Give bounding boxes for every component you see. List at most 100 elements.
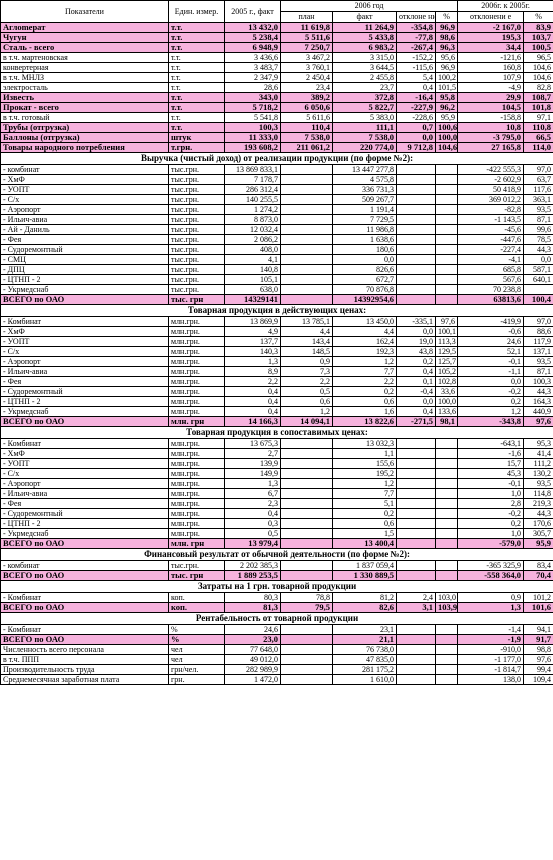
table-row: - УОПТ млн.грн. 137,7 143,4 162,4 19,0 113,3 24… [0, 336, 553, 347]
table-row: - ЦТНП - 2 тыс.грн. 105,1 672,7 567,6 640,1 [0, 274, 553, 285]
value-cell [434, 194, 459, 205]
unit-cell: млн.грн. [168, 316, 225, 327]
value-cell: 155,6 [332, 458, 397, 469]
value-cell: 826,6 [332, 264, 397, 275]
value-cell: 4,4 [332, 326, 397, 337]
value-cell: 1,5 [332, 528, 397, 539]
row-label: - Комбинат [0, 592, 169, 603]
value-cell: 0,5 [280, 386, 333, 397]
value-cell: -1,6 [457, 448, 525, 459]
value-cell: 440,9 [523, 406, 553, 417]
header-pct-2: % [523, 11, 553, 23]
unit-cell: млн.грн. [168, 376, 225, 387]
value-cell: 137,1 [523, 346, 553, 357]
value-cell [280, 624, 333, 635]
value-cell: 7,7 [332, 488, 397, 499]
section-header: Товарная продукция в сопоставимых ценах: [0, 426, 553, 439]
value-cell: 5 611,6 [280, 112, 333, 123]
section-title: Финансовый результат от обычной деятельн… [0, 548, 553, 561]
value-cell: 96,2 [434, 102, 459, 113]
value-cell: -1 177,0 [457, 654, 525, 665]
value-cell: 114,0 [523, 142, 553, 153]
header-fact: факт [332, 11, 397, 23]
section-title: Рентабельность от товарной продукции [0, 612, 553, 625]
value-cell: 87,1 [523, 214, 553, 225]
row-label: Среднемесячная заработная плата [0, 674, 169, 685]
value-cell: 2 347,9 [224, 72, 281, 83]
unit-cell: тыс.грн. [168, 254, 225, 265]
value-cell [280, 644, 333, 655]
row-label: - ХмФ [0, 174, 169, 185]
value-cell [434, 234, 459, 245]
value-cell: -4,1 [457, 254, 525, 265]
table-row: - ХмФ млн.грн. 2,7 1,1 -1,6 41,4 [0, 448, 553, 459]
value-cell [280, 458, 333, 469]
value-cell [280, 488, 333, 499]
value-cell [280, 508, 333, 519]
table-row: - С/х тыс.грн. 140 255,5 509 267,7 369 012,2… [0, 194, 553, 205]
value-cell: 70 876,8 [332, 284, 397, 295]
value-cell: 101,5 [434, 82, 459, 93]
value-cell: 13 447 277,8 [332, 164, 397, 175]
value-cell: 5 238,4 [224, 32, 281, 43]
value-cell: 369 012,2 [457, 194, 525, 205]
value-cell: 6 050,6 [280, 102, 333, 113]
total-row: Чугун т.т. 5 238,4 5 511,6 5 433,8 -77,8 98,6 1… [0, 32, 553, 43]
value-cell: 98,6 [434, 32, 459, 43]
value-cell: 0,2 [396, 356, 436, 367]
unit-cell: т.т. [168, 32, 225, 43]
table-row: Численность всего персонала чел 77 648,0 76… [0, 644, 553, 655]
value-cell: 2 086,2 [224, 234, 281, 245]
section-header: Рентабельность от товарной продукции [0, 612, 553, 625]
table-row: - Комбинат млн.грн. 13 675,3 13 032,3 -643,1… [0, 438, 553, 449]
value-cell: 78,8 [280, 592, 333, 603]
table-row: - Ильич-авиа млн.грн. 6,7 7,7 1,0 114,8 [0, 488, 553, 499]
row-label: - комбинат [0, 560, 169, 571]
value-cell: 5 822,7 [332, 102, 397, 113]
header-pct: % [434, 11, 459, 23]
row-label: - Ильич-авиа [0, 488, 169, 499]
row-label: - Укрмедснаб [0, 528, 169, 539]
row-label: - ЦТНП - 2 [0, 518, 169, 529]
table-row: - Укрмедснаб тыс.грн. 638,0 70 876,8 70 238,… [0, 284, 553, 295]
value-cell: 100,6 [434, 122, 459, 133]
value-cell: -77,8 [396, 32, 436, 43]
value-cell [396, 674, 436, 685]
unit-cell: млн.грн. [168, 336, 225, 347]
value-cell: 6 948,9 [224, 42, 281, 53]
value-cell [396, 164, 436, 175]
value-cell: 6 983,2 [332, 42, 397, 53]
table-row: - СМЦ тыс.грн. 4,1 0,0 -4,1 0,0 [0, 254, 553, 265]
value-cell: 139,9 [224, 458, 281, 469]
value-cell [434, 478, 459, 489]
value-cell: 95,6 [434, 52, 459, 63]
value-cell [434, 664, 459, 675]
unit-cell: т.т. [168, 82, 225, 93]
value-cell: 44,3 [523, 508, 553, 519]
row-label: - С/х [0, 194, 169, 205]
table-row: в т.ч. мартеновская т.т. 3 436,6 3 467,2 3 3… [0, 52, 553, 63]
value-cell: -82,8 [457, 204, 525, 215]
row-label: - Ильич-авиа [0, 214, 169, 225]
value-cell: 107,9 [457, 72, 525, 83]
row-label: конвертерная [0, 62, 169, 73]
value-cell [434, 274, 459, 285]
value-cell: -1,9 [457, 634, 525, 645]
value-cell: 1 837 059,4 [332, 560, 397, 571]
value-cell [280, 518, 333, 529]
value-cell [396, 448, 436, 459]
value-cell: 45,3 [457, 468, 525, 479]
value-cell: 101,2 [523, 592, 553, 603]
value-cell [396, 458, 436, 469]
value-cell [396, 508, 436, 519]
value-cell: 220 774,0 [332, 142, 397, 153]
value-cell: 23,7 [332, 82, 397, 93]
value-cell: -343,8 [457, 416, 525, 427]
value-cell: 13 675,3 [224, 438, 281, 449]
unit-cell: грн. [168, 674, 225, 685]
value-cell: -4,9 [457, 82, 525, 93]
value-cell: 282 989,9 [224, 664, 281, 675]
row-label: Чугун [0, 32, 169, 43]
value-cell [280, 634, 333, 645]
value-cell [434, 634, 459, 645]
